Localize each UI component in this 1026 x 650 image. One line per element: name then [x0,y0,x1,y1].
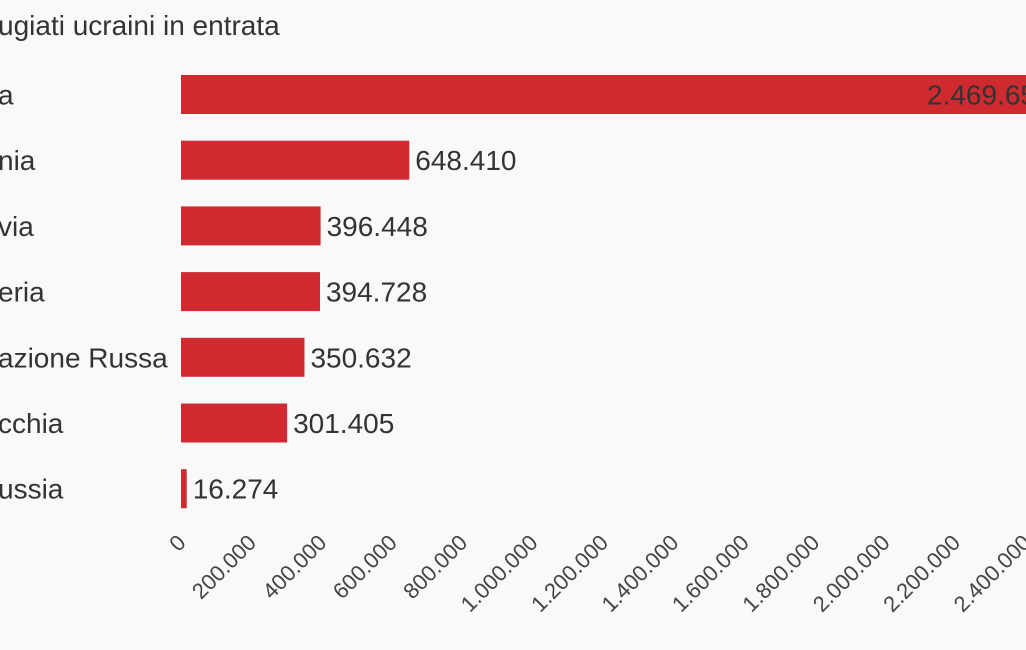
bar [181,75,1026,114]
bar [181,140,410,180]
data-label: 396.448 [327,211,428,242]
category-label: ussia [0,474,64,505]
x-axis-ticks: 0200.000400.000600.000800.0001.000.0001.… [164,530,1026,617]
data-label: 16.274 [193,474,279,505]
data-label: 2.469.65 [927,80,1026,111]
bar [181,337,305,377]
chart-title: ugiati ucraini in entrata [0,10,280,41]
data-label: 394.728 [326,277,427,308]
bar [181,403,288,443]
bar [181,272,320,312]
data-label: 350.632 [310,342,411,373]
bars-layer [181,75,1026,509]
category-label: cchia [0,408,64,439]
bar [181,469,187,509]
category-label: eria [0,277,45,308]
bar [181,206,321,246]
category-label: azione Russa [0,342,168,373]
x-tick-label: 400.000 [257,530,331,604]
data-label: 648.410 [415,145,516,176]
data-label: 301.405 [293,408,394,439]
category-label: nia [0,145,36,176]
x-tick-label: 0 [164,530,190,556]
category-label: a [0,80,14,111]
labels-layer: a 2.469.65 nia 648.410 via 396.448 eria 394.728… [0,80,1026,505]
x-tick-label: 200.000 [187,530,261,604]
x-tick-label: 600.000 [328,530,402,604]
category-label: via [0,211,34,242]
